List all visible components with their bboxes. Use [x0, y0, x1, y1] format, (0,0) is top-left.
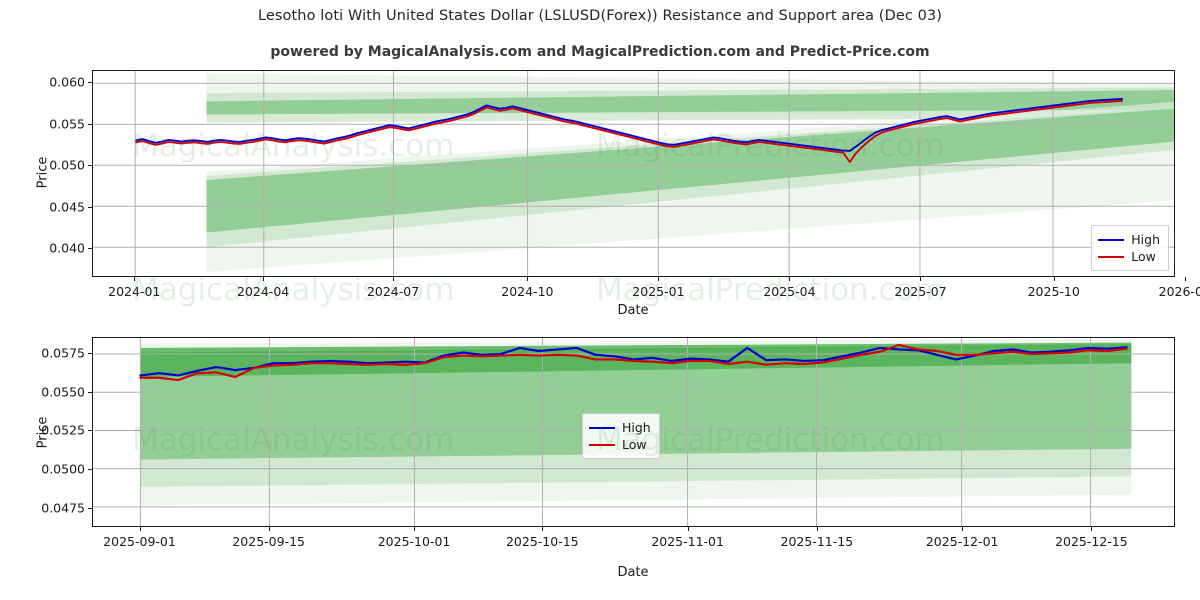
y-axis-tick-mark: [88, 123, 92, 125]
y-axis-tick-mark: [88, 430, 92, 432]
y-axis-tick-label: 0.060: [49, 74, 85, 90]
legend-row: Low: [1098, 248, 1160, 265]
y-axis-tick-mark: [88, 248, 92, 250]
y-axis-tick-label: 0.045: [49, 199, 85, 215]
y-axis-tick-label: 0.0525: [41, 422, 85, 438]
x-axis-tick-mark: [134, 277, 136, 281]
x-axis-tick-mark: [527, 277, 529, 281]
x-axis-tick-label: 2025-12-15: [1055, 534, 1128, 549]
top-legend: High Low: [1091, 225, 1169, 271]
band-support-core: [206, 108, 1174, 233]
top-x-axis-label: Date: [617, 303, 649, 318]
x-axis-tick-label: 2024-04: [236, 284, 290, 299]
x-axis-tick-label: 2025-01: [632, 284, 685, 299]
y-axis-tick-mark: [88, 165, 92, 167]
legend-label: Low: [622, 437, 647, 452]
legend-label: High: [622, 420, 651, 435]
x-axis-tick-mark: [687, 527, 689, 531]
legend-label: Low: [1131, 249, 1156, 264]
top-y-axis-label: Price: [35, 156, 51, 189]
y-axis-tick-label: 0.055: [49, 116, 85, 132]
x-axis-tick-label: 2025-10-15: [505, 534, 579, 549]
top-chart-svg: [93, 71, 1174, 276]
y-axis-tick-mark: [88, 82, 92, 84]
x-axis-tick-mark: [414, 527, 416, 531]
x-axis-tick-mark: [816, 527, 818, 531]
bottom-legend: High Low: [582, 413, 660, 459]
y-axis-tick-label: 0.050: [49, 157, 85, 173]
x-axis-tick-label: 2025-09-01: [103, 534, 176, 549]
x-axis-tick-label: 2024-10: [501, 284, 554, 299]
y-axis-tick-label: 0.0550: [41, 384, 85, 400]
y-axis-tick-mark: [88, 353, 92, 355]
x-axis-tick-label: 2025-12-01: [925, 534, 999, 549]
series-line-high: [139, 346, 1128, 377]
x-axis-tick-label: 2025-07: [894, 284, 947, 299]
x-axis-tick-mark: [920, 277, 922, 281]
y-axis-tick-label: 0.0475: [41, 500, 85, 516]
series-line-low: [135, 99, 1124, 163]
x-axis-tick-mark: [263, 277, 265, 281]
legend-row: High: [589, 419, 651, 436]
legend-row: Low: [589, 436, 651, 453]
y-axis-tick-label: 0.0575: [41, 345, 85, 361]
x-axis-tick-label: 2026-01: [1158, 284, 1200, 299]
legend-line-swatch: [589, 426, 615, 429]
y-axis-tick-mark: [88, 469, 92, 471]
bottom-chart-panel: 0.0475 0.0500 0.0525 0.0550 0.0575 2025-09-01…: [41, 337, 1175, 549]
x-axis-tick-mark: [268, 527, 270, 531]
bottom-x-axis-label: Date: [617, 565, 649, 580]
y-axis-tick-mark: [88, 206, 92, 208]
x-axis-tick-mark: [789, 277, 791, 281]
top-plot-area: [92, 70, 1175, 277]
x-axis-tick-label: 2025-10-01: [377, 534, 451, 549]
x-axis-tick-label: 2025-10: [1027, 284, 1080, 299]
x-axis-tick-label: 2025-04: [763, 284, 816, 299]
x-axis-tick-mark: [1053, 277, 1055, 281]
x-axis-tick-label: 2025-11-15: [780, 534, 854, 549]
x-axis-tick-mark: [393, 277, 395, 281]
y-axis-tick-mark: [88, 391, 92, 393]
legend-line-swatch: [589, 443, 615, 446]
x-axis-tick-mark: [139, 527, 141, 531]
top-chart-panel: 0.040 0.045 0.050 0.055 0.060 2024-01 2024-04 2…: [49, 70, 1200, 299]
page-title: Lesotho loti With United States Dollar (…: [257, 8, 943, 24]
y-axis-tick-label: 0.040: [49, 240, 85, 256]
legend-row: High: [1098, 231, 1160, 248]
band-support-core: [140, 345, 1132, 460]
page-subtitle: powered by MagicalAnalysis.com and Magic…: [270, 44, 930, 60]
x-axis-tick-mark: [962, 527, 964, 531]
y-axis-tick-label: 0.0500: [41, 461, 85, 477]
legend-line-swatch: [1098, 255, 1125, 258]
series-line-low: [139, 343, 1128, 382]
y-axis-tick-mark: [88, 507, 92, 509]
x-axis-tick-mark: [542, 527, 544, 531]
x-axis-tick-mark: [1091, 527, 1093, 531]
legend-label: High: [1131, 232, 1160, 247]
x-axis-tick-label: 2024-07: [366, 284, 420, 299]
x-axis-tick-mark: [1184, 277, 1186, 281]
x-axis-tick-label: 2025-11-01: [651, 534, 724, 549]
series-line-high: [135, 97, 1124, 152]
x-axis-tick-label: 2025-09-15: [232, 534, 306, 549]
bottom-y-axis-label: Price: [35, 416, 51, 449]
band-resistance-core: [206, 89, 1174, 115]
legend-line-swatch: [1098, 238, 1125, 241]
x-axis-tick-mark: [658, 277, 660, 281]
x-axis-tick-label: 2024-01: [108, 284, 161, 299]
